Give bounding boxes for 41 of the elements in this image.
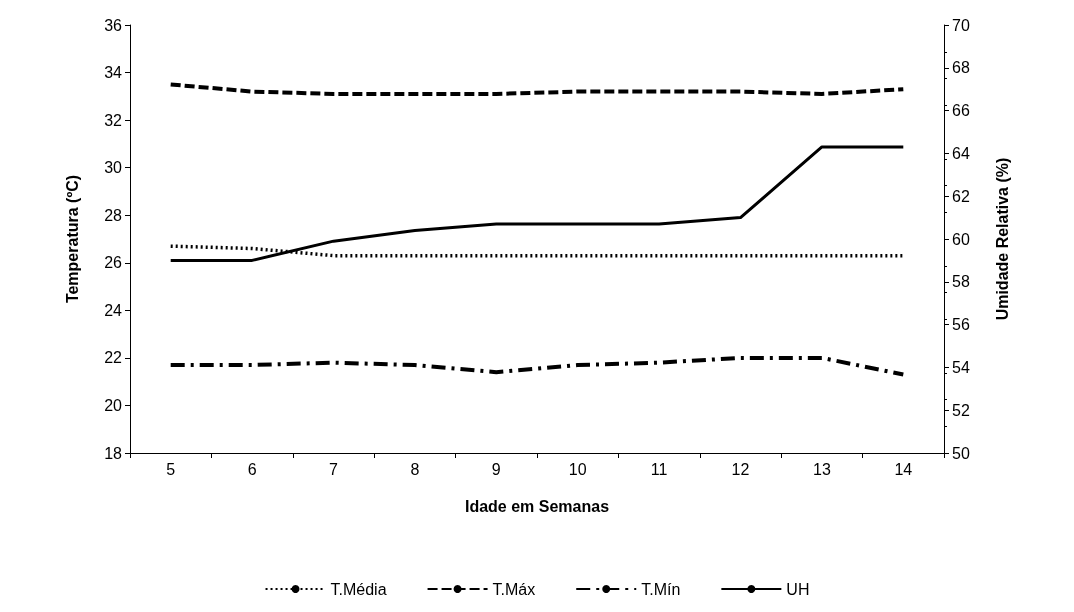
x-tick-label: 6 [247,460,257,478]
line-series [168,82,906,96]
y2-tick-label: 70 [952,16,970,34]
y2-tick-label: 58 [952,273,970,291]
x-tick-label: 9 [491,460,501,478]
legend-label: T.Média [330,580,387,598]
legend-label: T.Mín [641,580,681,598]
x-tick-label: 11 [650,460,668,478]
legend-label: T.Máx [492,580,536,598]
y2-tick-label: 60 [952,230,970,248]
line-series [168,355,906,377]
x-tick-label: 14 [894,460,913,478]
y-tick-label: 26 [104,254,123,272]
y-tick-label: 34 [104,64,123,82]
x-tick-label: 12 [731,460,750,478]
y-tick-label: 18 [104,444,123,462]
y2-tick-label: 52 [952,401,970,419]
y2-tick-label: 54 [952,358,970,376]
x-tick-label: 5 [166,460,176,478]
x-tick-label: 7 [329,460,339,478]
y-tick-label: 36 [104,16,123,34]
y2-tick-label: 50 [952,444,970,462]
y-axis-title: Temperatura (ºC) [63,174,81,304]
x-tick-label: 13 [813,460,831,478]
y-tick-label: 28 [104,206,123,224]
y2-tick-label: 66 [952,102,970,120]
y2-tick-label: 62 [952,187,970,205]
legend-label: UH [786,580,810,598]
y2-tick-label: 56 [952,316,970,334]
y-tick-label: 32 [104,111,123,129]
x-tick-label: 10 [568,460,587,478]
line-series [169,145,905,262]
x-axis-title: Idade em Semanas [464,497,610,515]
x-tick-label: 8 [410,460,420,478]
y-tick-label: 22 [104,349,123,367]
y-tick-label: 20 [104,396,123,414]
y2-tick-label: 64 [952,144,970,162]
y-tick-label: 24 [104,301,123,319]
y2-axis-title: Umidade Relativa (%) [993,157,1011,321]
y2-tick-label: 68 [952,59,970,77]
y-tick-label: 30 [104,159,123,177]
